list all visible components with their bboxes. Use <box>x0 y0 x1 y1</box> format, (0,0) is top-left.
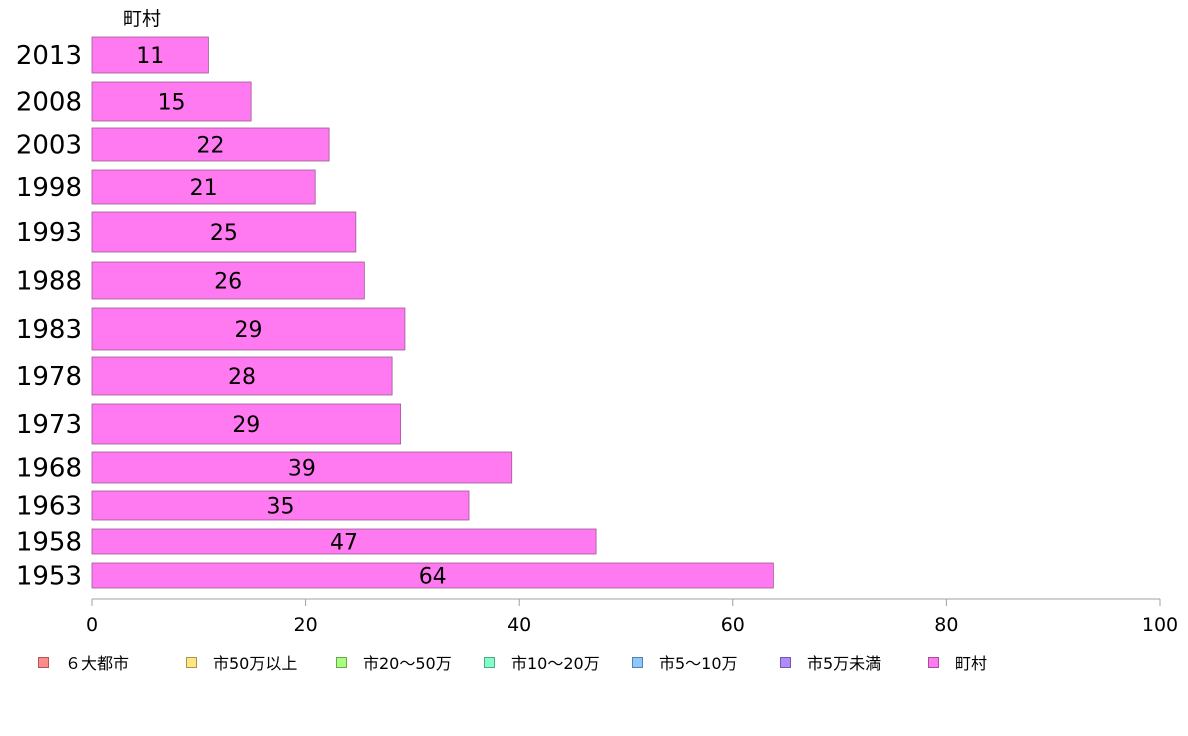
legend-label-6: 町村 <box>955 654 988 673</box>
legend-label-1: 市50万以上 <box>213 654 298 673</box>
legend: ６大都市 市50万以上 市20〜50万 市10〜20万 市5〜10万 市5万未満 町村 <box>38 650 1158 674</box>
y-tick-label-1993: 1993 <box>16 218 82 248</box>
x-tick-label-20: 20 <box>294 614 318 636</box>
data-label-2013: 11 <box>136 44 164 69</box>
bar-2003 <box>91 127 330 162</box>
y-tick-label-1958: 1958 <box>16 528 82 558</box>
legend-label-3: 市10〜20万 <box>511 654 600 673</box>
data-label-1983: 29 <box>234 318 262 343</box>
bar-1963 <box>91 490 470 521</box>
y-tick-label-2008: 2008 <box>16 88 82 118</box>
y-tick-label-1983: 1983 <box>16 315 82 345</box>
y-tick-label-1998: 1998 <box>16 173 82 203</box>
legend-label-4: 市5〜10万 <box>659 654 738 673</box>
legend-label-5: 市5万未満 <box>807 654 882 673</box>
legend-item-5: 市5万未満 <box>780 650 881 674</box>
bar-1993 <box>91 211 357 253</box>
x-tick-label-0: 0 <box>86 614 98 636</box>
bar-chart: 町村 2013 11 2008 15 2003 22 1998 21 1993 25 1988 26 1… <box>16 8 1178 636</box>
legend-swatch-0 <box>38 656 49 668</box>
x-tick-label-80: 80 <box>934 614 958 636</box>
y-tick-label-1978: 1978 <box>16 362 82 392</box>
legend-swatch-6 <box>928 656 939 668</box>
data-label-1978: 28 <box>228 365 256 390</box>
bar-1973 <box>91 403 402 445</box>
data-label-2003: 22 <box>197 134 225 159</box>
legend-item-1: 市50万以上 <box>186 650 297 674</box>
legend-item-0: ６大都市 <box>38 650 129 674</box>
x-tick-label-60: 60 <box>721 614 745 636</box>
bar-1968 <box>91 451 513 484</box>
legend-label-2: 市20〜50万 <box>363 654 452 673</box>
legend-label-0: ６大都市 <box>65 654 130 673</box>
y-tick-label-2003: 2003 <box>16 131 82 161</box>
legend-item-3: 市10〜20万 <box>484 650 600 674</box>
legend-item-2: 市20〜50万 <box>336 650 452 674</box>
data-label-1998: 21 <box>190 176 218 201</box>
bar-1988 <box>91 261 365 300</box>
bar-1978 <box>91 356 393 396</box>
y-tick-label-1988: 1988 <box>16 267 82 297</box>
legend-swatch-3 <box>484 656 495 668</box>
legend-item-4: 市5〜10万 <box>632 650 738 674</box>
data-label-1968: 39 <box>288 457 316 482</box>
legend-item-6: 町村 <box>928 650 987 674</box>
bar-1953 <box>91 562 774 589</box>
data-label-1973: 29 <box>232 413 260 438</box>
legend-swatch-4 <box>632 656 643 668</box>
y-tick-label-1953: 1953 <box>16 562 82 592</box>
data-label-1963: 35 <box>267 495 295 520</box>
data-label-1988: 26 <box>214 270 242 295</box>
bar-1983 <box>91 307 406 351</box>
x-tick-label-40: 40 <box>507 614 531 636</box>
bars-layer: 2013 11 2008 15 2003 22 1998 21 1993 25 1988 26 1983… <box>16 36 774 592</box>
y-tick-label-1968: 1968 <box>16 454 82 484</box>
series-label: 町村 <box>123 8 161 30</box>
data-label-1958: 47 <box>330 531 358 556</box>
bar-2013 <box>91 36 209 74</box>
legend-swatch-2 <box>336 656 347 668</box>
data-label-1953: 64 <box>419 565 447 590</box>
y-tick-label-2013: 2013 <box>16 41 82 71</box>
data-label-1993: 25 <box>210 221 238 246</box>
bar-1958 <box>91 528 597 555</box>
bar-1998 <box>91 169 316 205</box>
legend-swatch-5 <box>780 656 791 668</box>
bar-2008 <box>91 81 252 122</box>
data-label-2008: 15 <box>158 91 186 116</box>
legend-swatch-1 <box>186 656 197 668</box>
y-tick-label-1963: 1963 <box>16 492 82 522</box>
x-axis: 0 20 40 60 80 100 <box>86 598 1178 636</box>
x-tick-label-100: 100 <box>1142 614 1178 636</box>
y-tick-label-1973: 1973 <box>16 410 82 440</box>
